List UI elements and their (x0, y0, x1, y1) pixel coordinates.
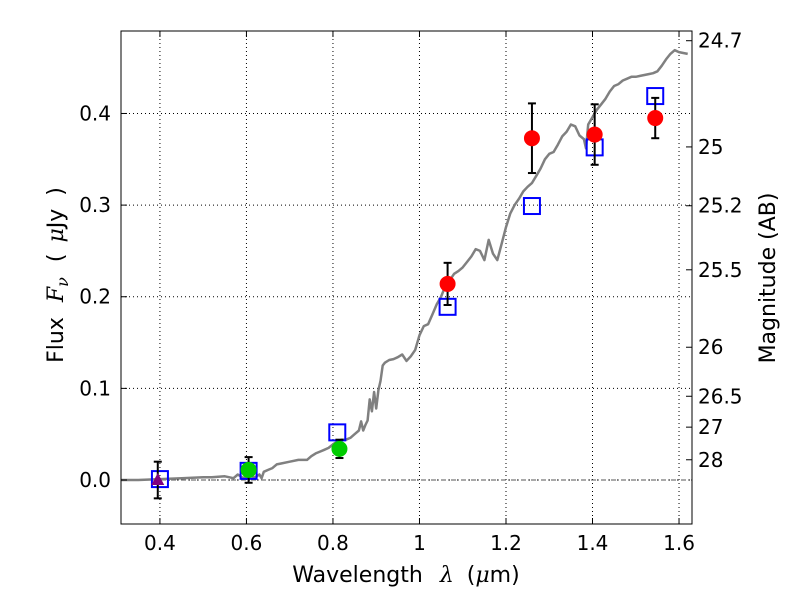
plot-frame (120, 30, 693, 525)
model-flux-marker (328, 423, 347, 442)
y-label-unit-mu: μ (44, 228, 69, 242)
x-tick-label: 0.4 (144, 531, 176, 555)
observed-flux-point (240, 461, 257, 478)
y-tick-label: 0.4 (79, 101, 111, 125)
y2-tick-label: 24.7 (698, 29, 743, 53)
model-flux-marker (150, 470, 169, 489)
y2-tick-label: 25 (698, 135, 723, 159)
x-tick-label: 0.8 (317, 531, 349, 555)
x-label-unit-open: ( (467, 563, 476, 588)
y2-tick-label: 28 (698, 448, 723, 472)
tick-layer: 0.4 0.6 0.8 1 1.2 1.4 1.6 0.0 0.1 0.2 0.3 0.4 28 27 26… (79, 29, 742, 555)
x-tick-label: 1.4 (577, 531, 609, 555)
x-axis-label: Wavelength λ (μm) (292, 563, 519, 588)
sed-model-line (121, 48, 688, 482)
y2-tick-label: 27 (698, 415, 723, 439)
x-tick-label: 0.6 (231, 531, 263, 555)
y-label-prefix: Flux (44, 317, 69, 363)
x-label-unit-mu: μ (475, 563, 489, 588)
grid-layer (121, 31, 692, 524)
x-tick-label: 1.6 (663, 531, 695, 555)
observed-flux-point (439, 275, 456, 292)
x-tick-label: 1.2 (490, 531, 522, 555)
y-label-symbol: F (44, 286, 69, 303)
y-label-unit-open: ( (44, 254, 69, 263)
y-label-unit-rest: Jy (44, 209, 69, 231)
y-label-unit-close: ) (44, 187, 69, 196)
x-label-prefix: Wavelength (292, 563, 423, 588)
series-layer (121, 48, 688, 500)
y2-tick-label: 26 (698, 335, 723, 359)
x-label-symbol: λ (439, 563, 454, 588)
x-label-unit-rest: m) (490, 563, 520, 588)
model-flux-marker (522, 197, 541, 216)
observed-flux-triangle (151, 473, 165, 486)
y2-tick-label: 26.5 (698, 384, 743, 408)
y-tick-label: 0.0 (79, 468, 111, 492)
observed-flux-point (331, 440, 348, 457)
y-tick-label: 0.2 (79, 285, 111, 309)
y-tick-label: 0.1 (79, 376, 111, 400)
y2-tick-label: 25.5 (698, 258, 743, 282)
y2-axis-label: Magnitude (AB) (756, 193, 781, 364)
y-axis-label: Flux Fν ( μJy ) (44, 187, 74, 363)
observed-flux-point (586, 126, 603, 143)
observed-flux-point (523, 130, 540, 147)
y-label-subscript: ν (53, 277, 72, 287)
y2-tick-label: 25.2 (698, 194, 743, 218)
observed-flux-point (647, 110, 664, 127)
x-tick-label: 1 (413, 531, 426, 555)
y-tick-label: 0.3 (79, 193, 111, 217)
